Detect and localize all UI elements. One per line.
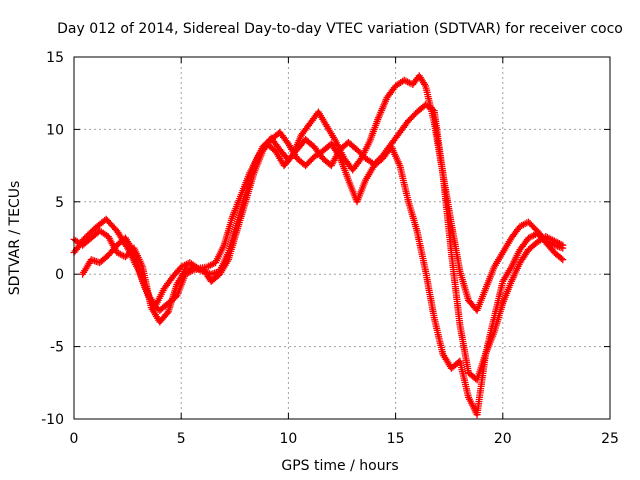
x-tick-label: 0 [70, 431, 79, 447]
y-tick-label: 10 [46, 122, 64, 138]
x-tick-label: 15 [387, 431, 405, 447]
y-tick-label: -5 [50, 340, 64, 356]
y-tick-label: 0 [55, 267, 64, 283]
chart-title: Day 012 of 2014, Sidereal Day-to-day VTE… [57, 21, 623, 37]
y-tick-label: 15 [46, 50, 64, 66]
series-markers [79, 128, 567, 419]
x-axis-label: GPS time / hours [281, 458, 398, 474]
tick-labels: 0 5 10 15 20 25 -10 -5 0 5 10 15 [41, 50, 619, 447]
plot-frame [73, 56, 611, 420]
y-tick-label: -10 [41, 412, 64, 428]
x-tick-label: 20 [494, 431, 512, 447]
y-tick-label: 5 [55, 195, 64, 211]
y-axis-label: SDTVAR / TECUs [7, 181, 23, 296]
data-points [70, 72, 567, 419]
x-tick-label: 25 [601, 431, 619, 447]
grid [73, 56, 611, 420]
series-trace-c [79, 128, 567, 419]
x-tick-label: 5 [177, 431, 186, 447]
x-tick-label: 10 [279, 431, 297, 447]
